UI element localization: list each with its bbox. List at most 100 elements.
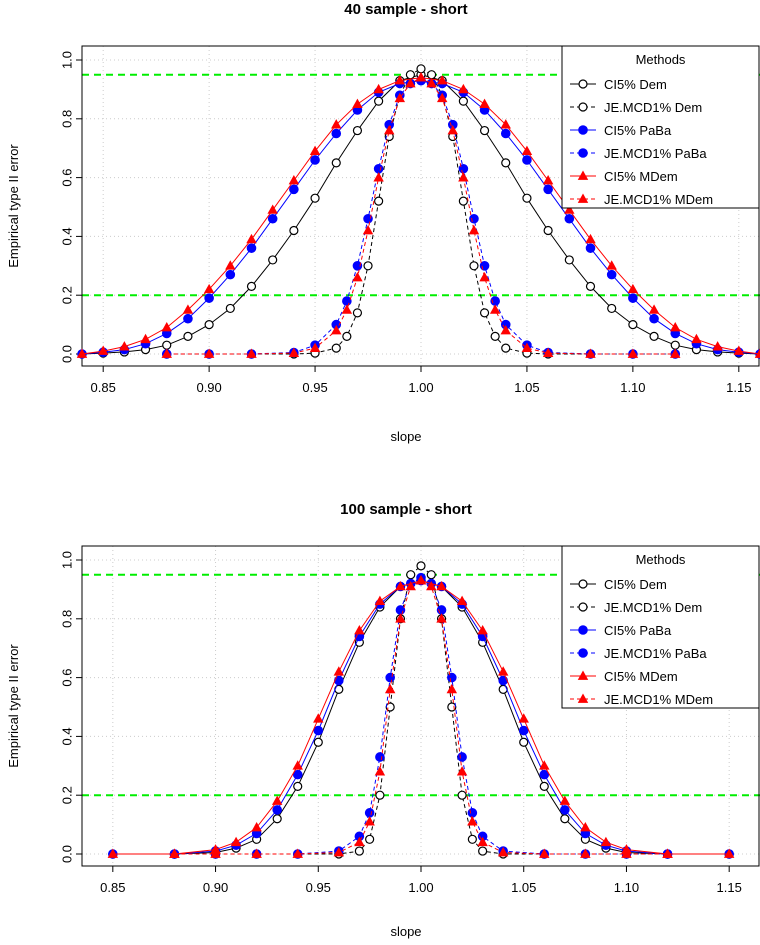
data-point (374, 96, 384, 106)
data-point (670, 348, 681, 358)
data-point (140, 333, 151, 344)
data-point (225, 260, 236, 270)
series-5 (76, 72, 760, 358)
chart-panel-2: 100 sample - short 0.85 0.90 0.95 1.00 1.05 1.… (6, 501, 760, 939)
data-point (183, 313, 193, 324)
series-6 (169, 575, 673, 858)
legend: Methods CI5% Dem JE.MCD1% Dem CI5% PaBa JE.M… (561, 545, 760, 709)
data-point (649, 313, 659, 324)
data-point (477, 836, 488, 847)
data-point (374, 595, 386, 606)
data-point (203, 283, 215, 294)
data-point (395, 605, 406, 615)
data-point (458, 196, 468, 206)
data-point (521, 145, 533, 155)
data-point (225, 269, 236, 280)
data-point (416, 64, 426, 74)
data-point (292, 848, 303, 858)
legend-label: JE.MCD1% Dem (604, 600, 702, 615)
data-point (542, 175, 554, 185)
data-point (331, 128, 342, 139)
data-point (251, 848, 262, 858)
data-point (447, 702, 457, 712)
data-point (268, 255, 278, 265)
data-point (479, 125, 490, 136)
data-point (723, 848, 735, 858)
data-point (497, 666, 509, 676)
legend-title: Methods (636, 552, 686, 567)
data-point (364, 808, 375, 818)
data-point (341, 304, 353, 314)
y-tick-label: 0.8 (59, 610, 74, 628)
data-point (385, 672, 395, 683)
data-point (384, 683, 396, 694)
legend-entry-3: CI5% PaBa (570, 123, 672, 138)
data-point (467, 834, 477, 844)
data-point (364, 816, 375, 826)
series-line (166, 68, 676, 355)
data-point (394, 75, 406, 85)
data-point (560, 814, 570, 824)
data-point (479, 272, 490, 282)
data-point (477, 625, 488, 635)
data-point (436, 92, 448, 103)
legend-label: JE.MCD1% PaBa (604, 146, 707, 161)
x-tick-label: 1.00 (408, 880, 433, 895)
chart-title: 100 sample - short (340, 501, 472, 518)
x-tick-label: 1.15 (726, 380, 751, 395)
data-point (426, 580, 437, 591)
legend-entry-5: CI5% MDem (570, 669, 678, 684)
data-point (500, 128, 511, 139)
data-point (585, 348, 596, 358)
data-point (373, 163, 384, 174)
data-point (352, 261, 363, 271)
data-point (670, 340, 680, 350)
data-point (331, 158, 341, 168)
data-point (446, 683, 458, 694)
data-point (246, 348, 257, 358)
data-point (210, 848, 221, 858)
data-point (467, 808, 478, 818)
data-point (416, 561, 426, 571)
legend-marker (578, 625, 588, 635)
legend-entry-2: JE.MCD1% Dem (570, 600, 702, 615)
data-point (119, 341, 130, 351)
data-point (415, 72, 427, 82)
data-point (542, 347, 554, 357)
data-point (375, 790, 385, 800)
data-point (169, 848, 180, 858)
data-point (627, 283, 639, 294)
legend-label: CI5% MDem (604, 169, 678, 184)
data-point (162, 340, 172, 350)
data-point (313, 713, 324, 723)
data-point (500, 119, 511, 129)
legend-label: CI5% PaBa (604, 123, 672, 138)
data-point (405, 78, 416, 88)
data-point (564, 255, 574, 265)
legend-marker (578, 648, 588, 658)
legend-marker (577, 170, 589, 180)
data-point (580, 848, 591, 858)
y-tick-label: 0.8 (59, 110, 74, 128)
series-6 (161, 72, 681, 358)
legend-entry-1: CI5% Dem (570, 77, 667, 92)
legend-label: JE.MCD1% PaBa (604, 646, 707, 661)
y-axis-label: Empirical type II error (6, 644, 21, 768)
x-tick-label: 0.85 (100, 880, 125, 895)
data-point (354, 625, 365, 635)
data-point (313, 737, 323, 747)
data-point (289, 184, 299, 195)
data-point (267, 204, 278, 214)
series-5 (107, 575, 735, 858)
data-point (272, 814, 282, 824)
data-point (662, 848, 673, 858)
data-point (309, 145, 321, 155)
data-point (458, 172, 469, 182)
data-point (230, 836, 242, 847)
data-point (648, 304, 660, 314)
legend-marker (578, 148, 588, 158)
x-tick-label: 1.10 (614, 880, 639, 895)
data-point (500, 324, 511, 335)
chart-panel-1: 40 sample - short 0.85 0.90 0.95 1.00 1.05 1.1… (6, 1, 760, 444)
data-point (521, 342, 533, 352)
